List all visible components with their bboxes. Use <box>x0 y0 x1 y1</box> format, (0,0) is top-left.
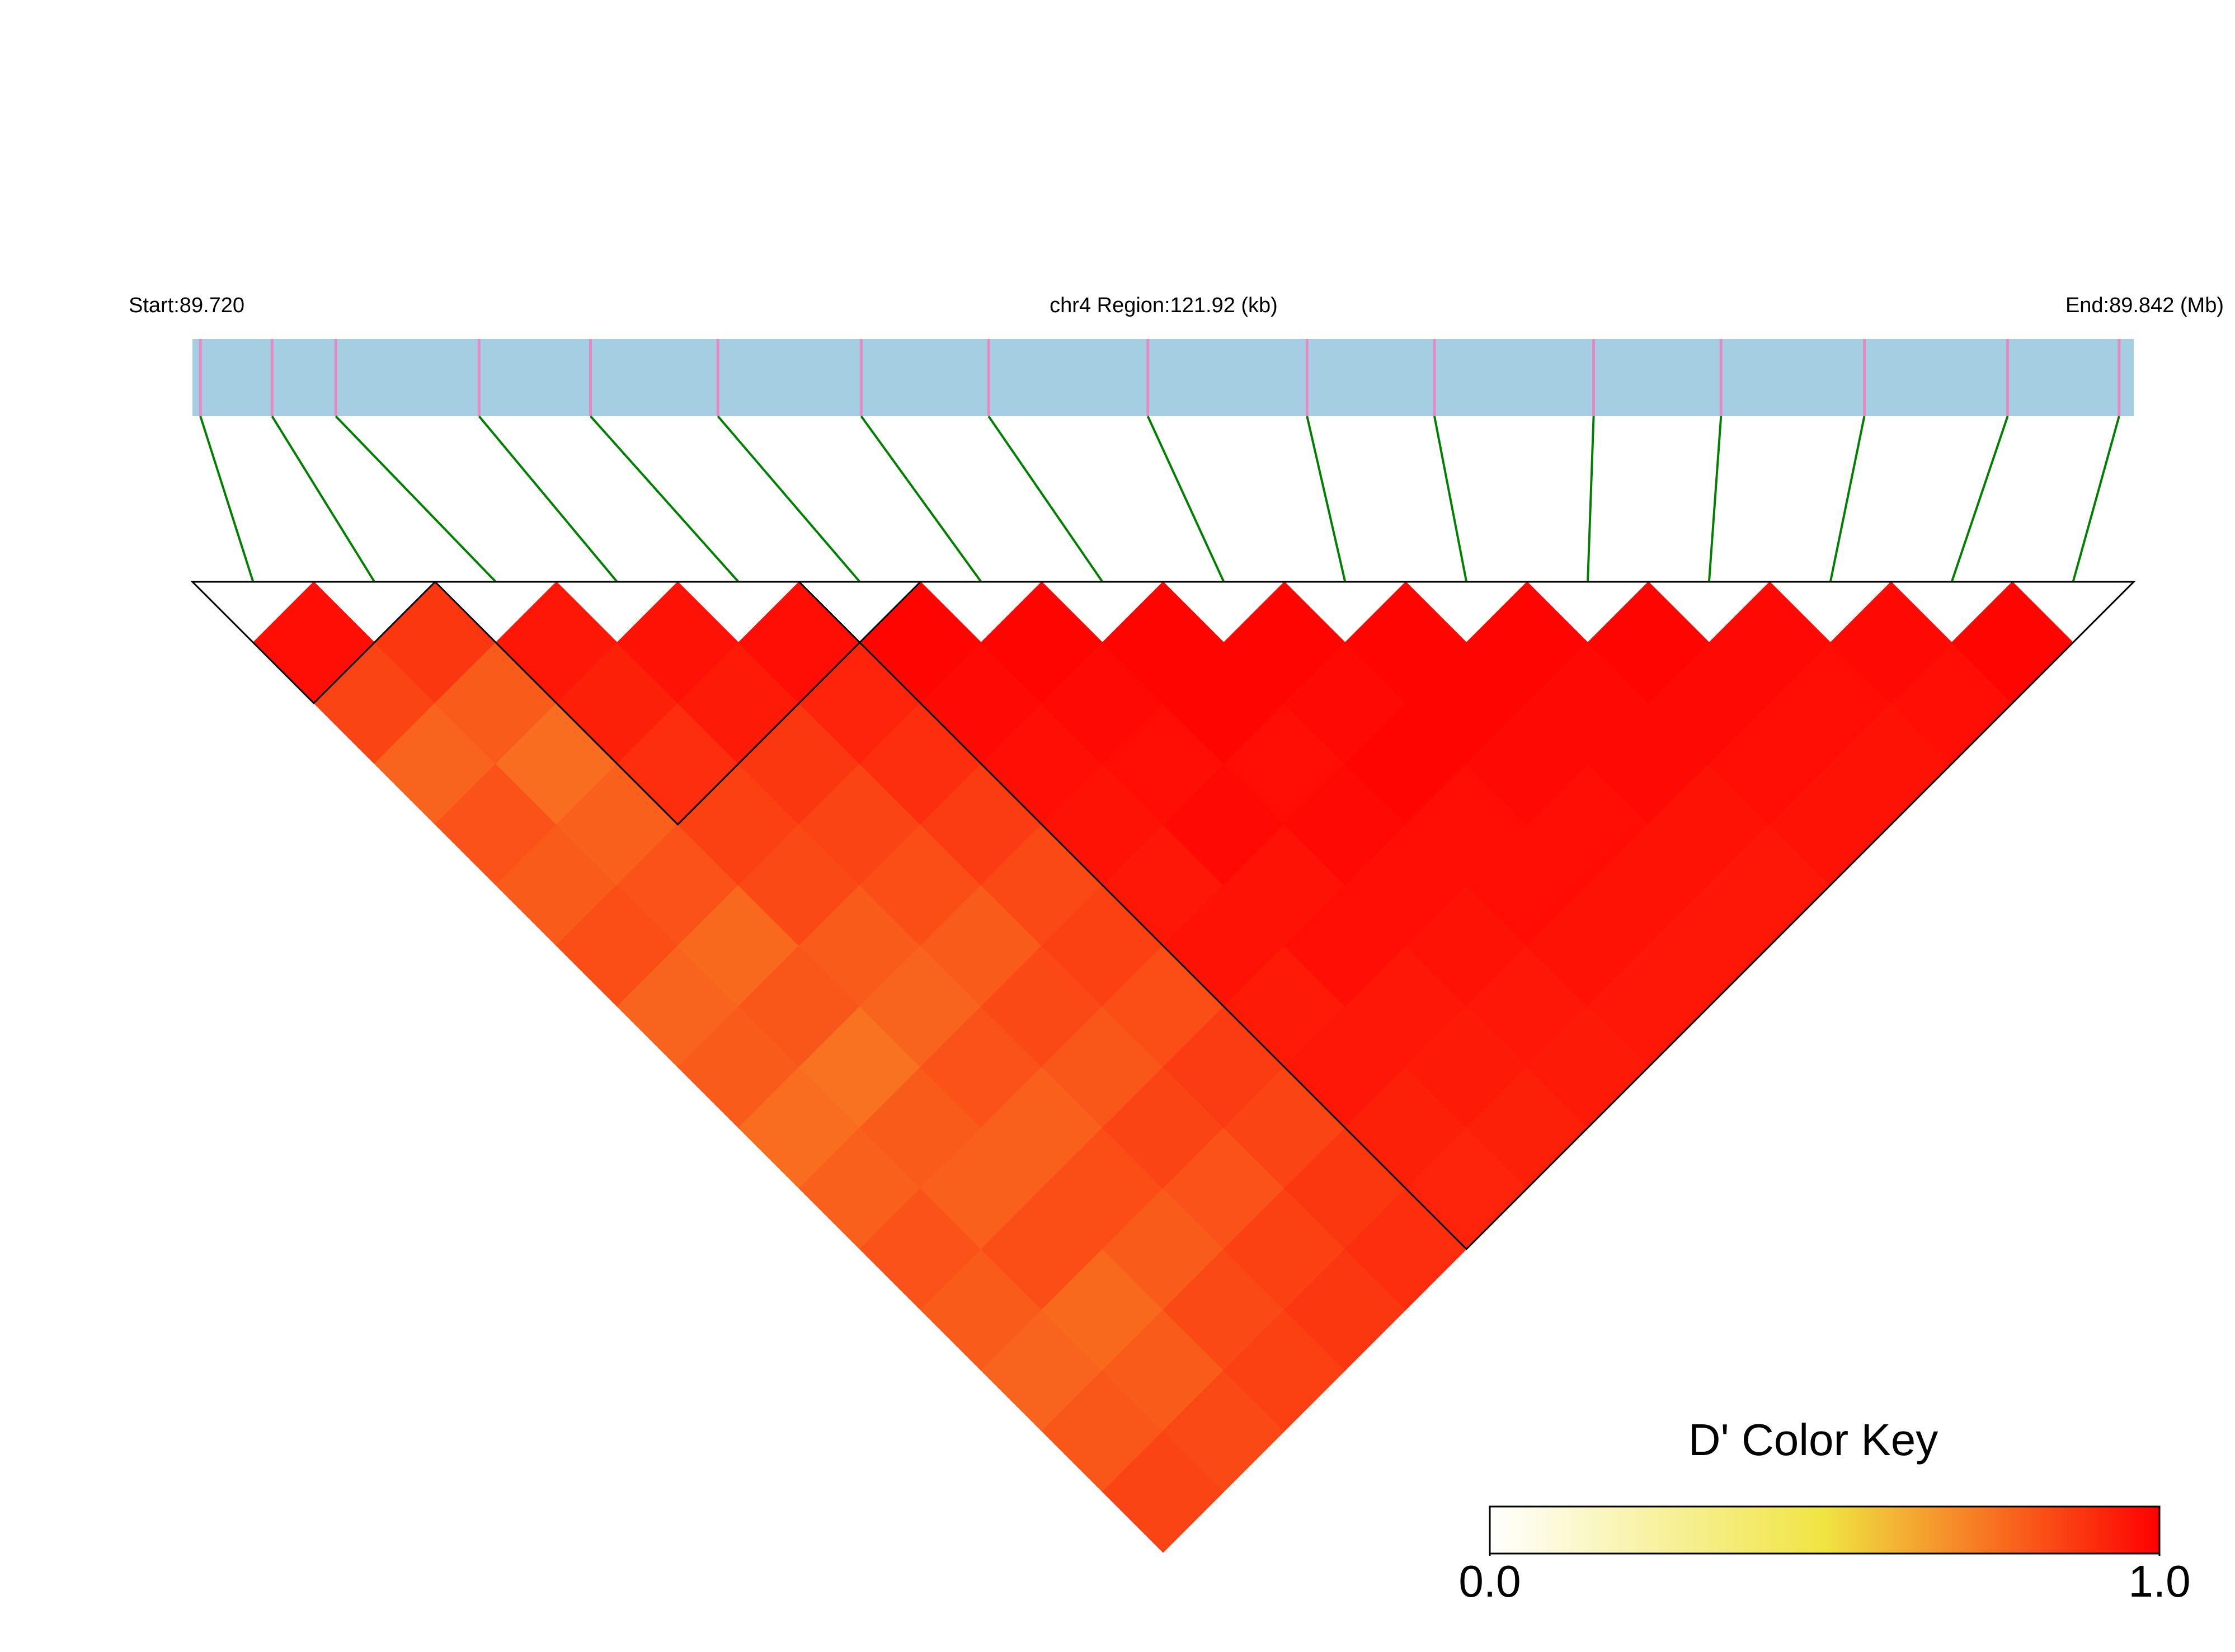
snp-link <box>1433 416 1468 582</box>
ld-block <box>433 581 923 826</box>
snp-link <box>590 415 740 583</box>
snp-link <box>271 415 376 583</box>
snp-link <box>2072 416 2120 582</box>
colorbar-tick-label: 0.0 <box>1458 1556 1521 1606</box>
snp-link <box>860 415 982 583</box>
ld-block <box>190 581 437 704</box>
snp-link <box>1146 416 1225 582</box>
snp-link <box>335 415 497 583</box>
end-label: End:89.842 (Mb) <box>2065 294 2224 317</box>
snp-link <box>717 415 861 583</box>
start-label: Start:89.720 <box>129 294 244 317</box>
ld-block <box>797 581 2136 1250</box>
snp-link <box>478 415 618 583</box>
colorbar <box>1489 1505 2161 1555</box>
snp-link <box>1306 416 1347 582</box>
colorbar-tick-label: 1.0 <box>2128 1556 2190 1606</box>
snp-link <box>1587 416 1595 582</box>
region-label: chr4 Region:121.92 (kb) <box>1050 294 1278 317</box>
snp-link <box>199 416 255 582</box>
snp-link <box>1950 416 2009 582</box>
snp-link <box>1707 416 1723 582</box>
colorbar-title: D' Color Key <box>1688 1415 1938 1465</box>
gene-track <box>192 339 2134 416</box>
snp-link <box>1829 416 1866 582</box>
snp-link <box>987 415 1104 583</box>
